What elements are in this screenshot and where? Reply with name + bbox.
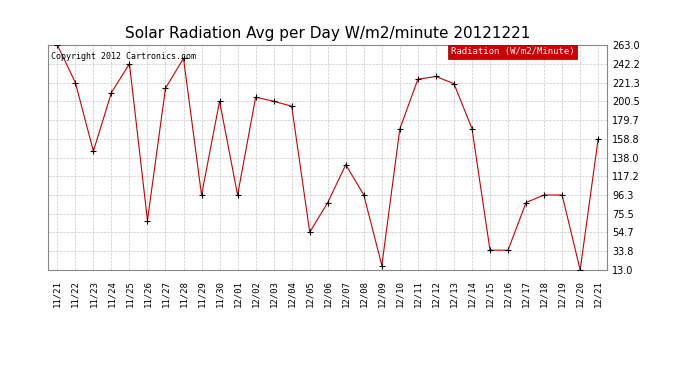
Text: Radiation (W/m2/Minute): Radiation (W/m2/Minute) xyxy=(451,47,574,56)
Title: Solar Radiation Avg per Day W/m2/minute 20121221: Solar Radiation Avg per Day W/m2/minute … xyxy=(125,26,531,41)
Text: Copyright 2012 Cartronics.com: Copyright 2012 Cartronics.com xyxy=(51,52,196,61)
